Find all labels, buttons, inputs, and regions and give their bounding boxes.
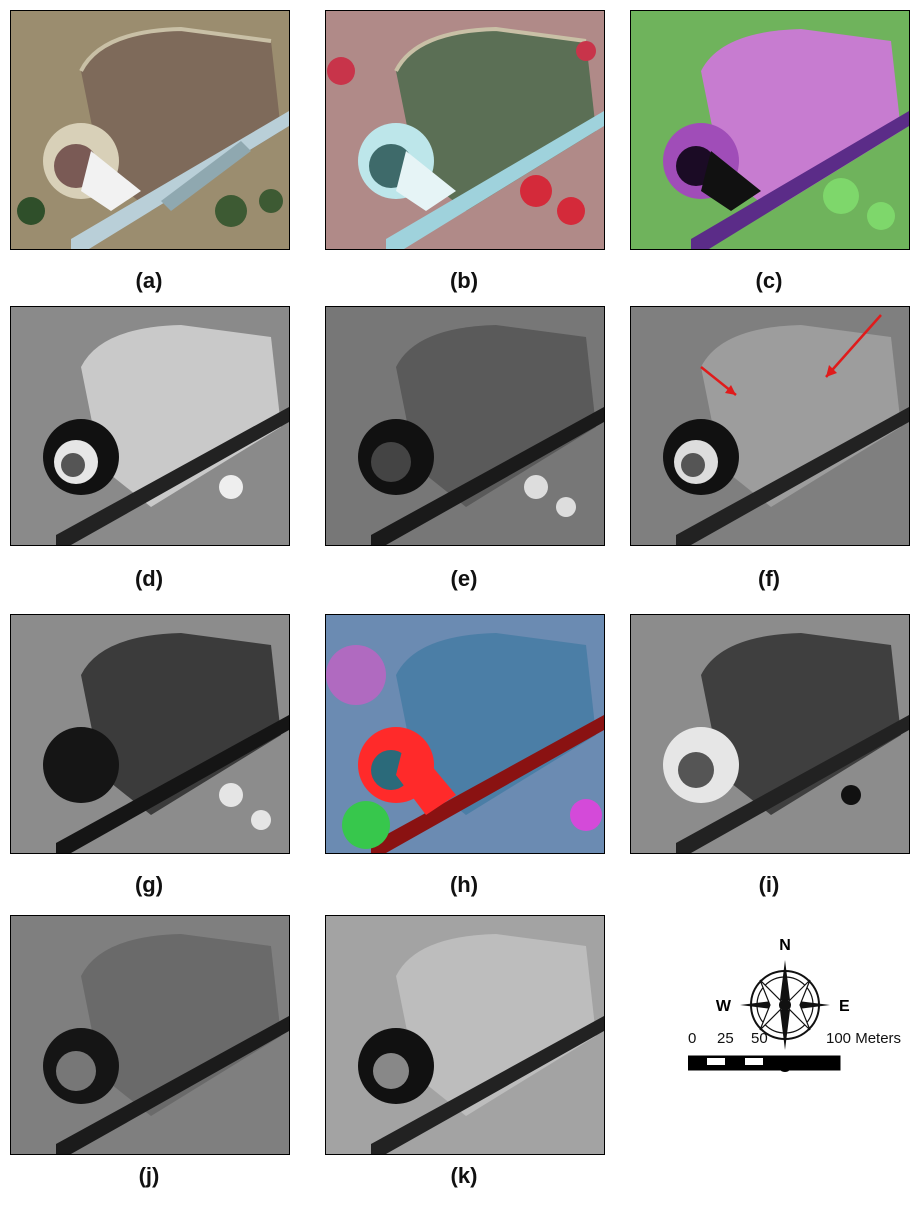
panel-i-image [631, 615, 909, 853]
panel-c-image [631, 11, 909, 249]
panel-g-image [11, 615, 289, 853]
panel-b [325, 10, 605, 250]
panel-label-g: (g) [134, 872, 164, 897]
panel-e-image [326, 307, 604, 545]
panel-d [10, 306, 290, 546]
panel-j [10, 915, 290, 1155]
panel-h [325, 614, 605, 854]
panel-label-e: (e) [450, 566, 478, 591]
panel-label-k: (k) [450, 1163, 478, 1188]
compass-north-point [780, 960, 790, 1000]
panel-label-d: (d) [134, 566, 164, 591]
compass-south-point [780, 1010, 790, 1050]
panel-label-i: (i) [758, 872, 780, 897]
panel-label-c: (c) [755, 268, 783, 293]
compass-e-label: E [839, 998, 850, 1015]
panel-a-image [11, 11, 289, 249]
red-arrow-short-head [725, 385, 736, 395]
panel-d-image [11, 307, 289, 545]
red-arrow-long [825, 314, 882, 378]
panel-k-image [326, 916, 604, 1154]
panel-j-image [11, 916, 289, 1154]
panel-label-b: (b) [449, 268, 479, 293]
panel-label-a: (a) [135, 268, 163, 293]
panel-b-image [326, 11, 604, 249]
scale-tick-100: 100 Meters [826, 1030, 902, 1047]
scale-bar: 0 25 50 100 Meters [688, 1030, 913, 1090]
scale-tick-0: 0 [688, 1030, 697, 1047]
panel-e [325, 306, 605, 546]
panel-label-j: (j) [138, 1163, 160, 1188]
panel-c [630, 10, 910, 250]
scale-bar-graphic [688, 1055, 841, 1071]
panel-a [10, 10, 290, 250]
panel-label-f: (f) [758, 566, 780, 591]
panel-g [10, 614, 290, 854]
scale-tick-25: 25 [717, 1030, 734, 1047]
panel-f [630, 306, 910, 546]
red-arrow-long-head [826, 365, 837, 377]
panel-f-image [631, 307, 909, 545]
panel-h-image [326, 615, 604, 853]
panel-k [325, 915, 605, 1155]
compass-n-label: N [779, 937, 791, 954]
panel-i [630, 614, 910, 854]
compass-w-label: W [716, 998, 732, 1015]
scale-tick-50: 50 [751, 1030, 768, 1047]
compass-center [779, 999, 791, 1011]
panel-label-h: (h) [449, 872, 479, 897]
